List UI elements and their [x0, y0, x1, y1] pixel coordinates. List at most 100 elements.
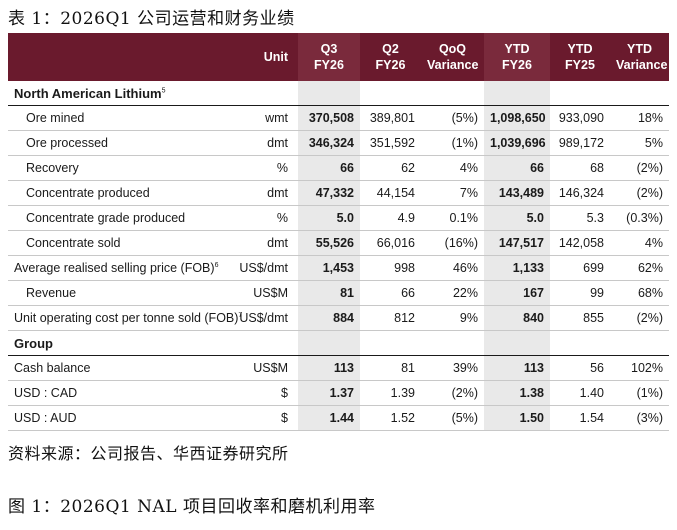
cell-qoq: 4% — [421, 155, 484, 181]
cell-q2: 1.52 — [360, 405, 421, 431]
header-unit: Unit — [232, 33, 298, 81]
cell-q3: 113 — [298, 355, 360, 381]
row-label: Concentrate grade produced — [8, 205, 232, 231]
cell-ytdvar: 102% — [610, 355, 669, 381]
cell-ytdvar: 68% — [610, 280, 669, 306]
cell-unit: $ — [232, 380, 298, 406]
footnote-marker: 6 — [214, 261, 219, 269]
row-label: Average realised selling price (FOB)6 — [8, 255, 232, 281]
cell-ytdvar: 5% — [610, 130, 669, 156]
cell-unit: dmt — [232, 130, 298, 156]
section-empty-cell — [484, 81, 550, 106]
cell-ytd26: 1.50 — [484, 405, 550, 431]
footnote-marker: 5 — [161, 87, 166, 95]
section-empty-cell — [421, 330, 484, 356]
row-label: Concentrate produced — [8, 180, 232, 206]
cell-unit: US$/dmt — [232, 305, 298, 331]
cell-ytdvar: (1%) — [610, 380, 669, 406]
section-title: North American Lithium5 — [8, 81, 232, 106]
section-empty-cell — [232, 81, 298, 106]
row-label: Cash balance — [8, 355, 232, 381]
cell-ytd26: 113 — [484, 355, 550, 381]
cell-ytd25: 1.54 — [550, 405, 610, 431]
cell-qoq: 46% — [421, 255, 484, 281]
section-title: Group — [8, 330, 232, 356]
cell-ytdvar: (2%) — [610, 180, 669, 206]
cell-q2: 44,154 — [360, 180, 421, 206]
row-label: Unit operating cost per tonne sold (FOB)… — [8, 305, 242, 331]
cell-unit: $ — [232, 405, 298, 431]
row-label: Ore processed — [8, 130, 232, 156]
cell-qoq: (16%) — [421, 230, 484, 256]
cell-qoq: 7% — [421, 180, 484, 206]
section-empty-cell — [484, 330, 550, 356]
header-row: Unit Q3 FY26 Q2 FY26 QoQ Variance YTD FY26 Y… — [8, 33, 669, 81]
section-empty-cell — [232, 330, 298, 356]
cell-ytdvar: (2%) — [610, 155, 669, 181]
cell-qoq: (2%) — [421, 380, 484, 406]
table-body: North American Lithium5 Ore mined wmt 370,5… — [8, 81, 669, 431]
table-row: Recovery% 66 62 4% 66 68 (2%) — [8, 155, 669, 181]
cell-q2: 4.9 — [360, 205, 421, 231]
table-row: Unit operating cost per tonne sold (FOB)… — [8, 305, 669, 331]
cell-q3: 55,526 — [298, 230, 360, 256]
header-ytd-fy25: YTD FY25 — [550, 33, 610, 81]
cell-qoq: 39% — [421, 355, 484, 381]
cell-ytd25: 699 — [550, 255, 610, 281]
header-q2-fy26: Q2 FY26 — [360, 33, 421, 81]
cell-q3: 1.44 — [298, 405, 360, 431]
table-row: Ore processed dmt 346,324 351,592 (1%) 1,039,… — [8, 130, 669, 156]
cell-ytd26: 66 — [484, 155, 550, 181]
cell-ytd25: 68 — [550, 155, 610, 181]
cell-q2: 66,016 — [360, 230, 421, 256]
cell-qoq: 9% — [421, 305, 484, 331]
section-empty-cell — [298, 81, 360, 106]
section-empty-cell — [610, 330, 669, 356]
cell-ytd25: 933,090 — [550, 105, 610, 131]
cell-ytd25: 142,058 — [550, 230, 610, 256]
cell-ytdvar: (2%) — [610, 305, 669, 331]
table-row: Average realised selling price (FOB)6 US$… — [8, 255, 669, 281]
cell-qoq: (1%) — [421, 130, 484, 156]
cell-q2: 351,592 — [360, 130, 421, 156]
cell-qoq: 0.1% — [421, 205, 484, 231]
header-q3-fy26: Q3 FY26 — [298, 33, 360, 81]
section-header-row: Group — [8, 330, 669, 356]
section-empty-cell — [360, 81, 421, 106]
table-row: Concentrate grade produced% 5.0 4.9 0.1% 5.0… — [8, 205, 669, 231]
section-empty-cell — [550, 81, 610, 106]
header-label — [8, 33, 232, 81]
cell-ytd26: 1.38 — [484, 380, 550, 406]
cell-ytd26: 840 — [484, 305, 550, 331]
row-label: Concentrate sold — [8, 230, 232, 256]
cell-q3: 1,453 — [298, 255, 360, 281]
table-row: Concentrate sold dmt 55,526 66,016 (16%) 147,… — [8, 230, 669, 256]
cell-ytd26: 167 — [484, 280, 550, 306]
cell-qoq: 22% — [421, 280, 484, 306]
table-row: Ore mined wmt 370,508 389,801 (5%) 1,098,650 9… — [8, 105, 669, 131]
cell-ytd26: 1,098,650 — [484, 105, 550, 131]
cell-q3: 81 — [298, 280, 360, 306]
operations-financials-table: Unit Q3 FY26 Q2 FY26 QoQ Variance YTD FY26 Y… — [8, 33, 669, 431]
cell-q3: 47,332 — [298, 180, 360, 206]
table-caption: 表 1：2026Q1 公司运营和财务业绩 — [8, 9, 295, 29]
cell-ytdvar: 62% — [610, 255, 669, 281]
table-row: Concentrate produced dmt 47,332 44,154 7% 143… — [8, 180, 669, 206]
table-row: USD : CAD $1.37 1.39 (2%) 1.38 1.40 (1%) — [8, 380, 669, 406]
cell-q3: 1.37 — [298, 380, 360, 406]
cell-ytd25: 146,324 — [550, 180, 610, 206]
figure-caption: 图 1：2026Q1 NAL 项目回收率和磨机利用率 — [8, 497, 376, 517]
section-empty-cell — [360, 330, 421, 356]
row-label: USD : CAD — [8, 380, 232, 406]
cell-q2: 66 — [360, 280, 421, 306]
section-empty-cell — [421, 81, 484, 106]
cell-unit: dmt — [232, 230, 298, 256]
cell-q3: 346,324 — [298, 130, 360, 156]
cell-ytdvar: 4% — [610, 230, 669, 256]
cell-unit: wmt — [232, 105, 298, 131]
cell-q2: 389,801 — [360, 105, 421, 131]
cell-ytd25: 99 — [550, 280, 610, 306]
cell-ytdvar: (3%) — [610, 405, 669, 431]
source-caption: 资料来源：公司报告、华西证券研究所 — [8, 444, 289, 463]
cell-ytd25: 1.40 — [550, 380, 610, 406]
